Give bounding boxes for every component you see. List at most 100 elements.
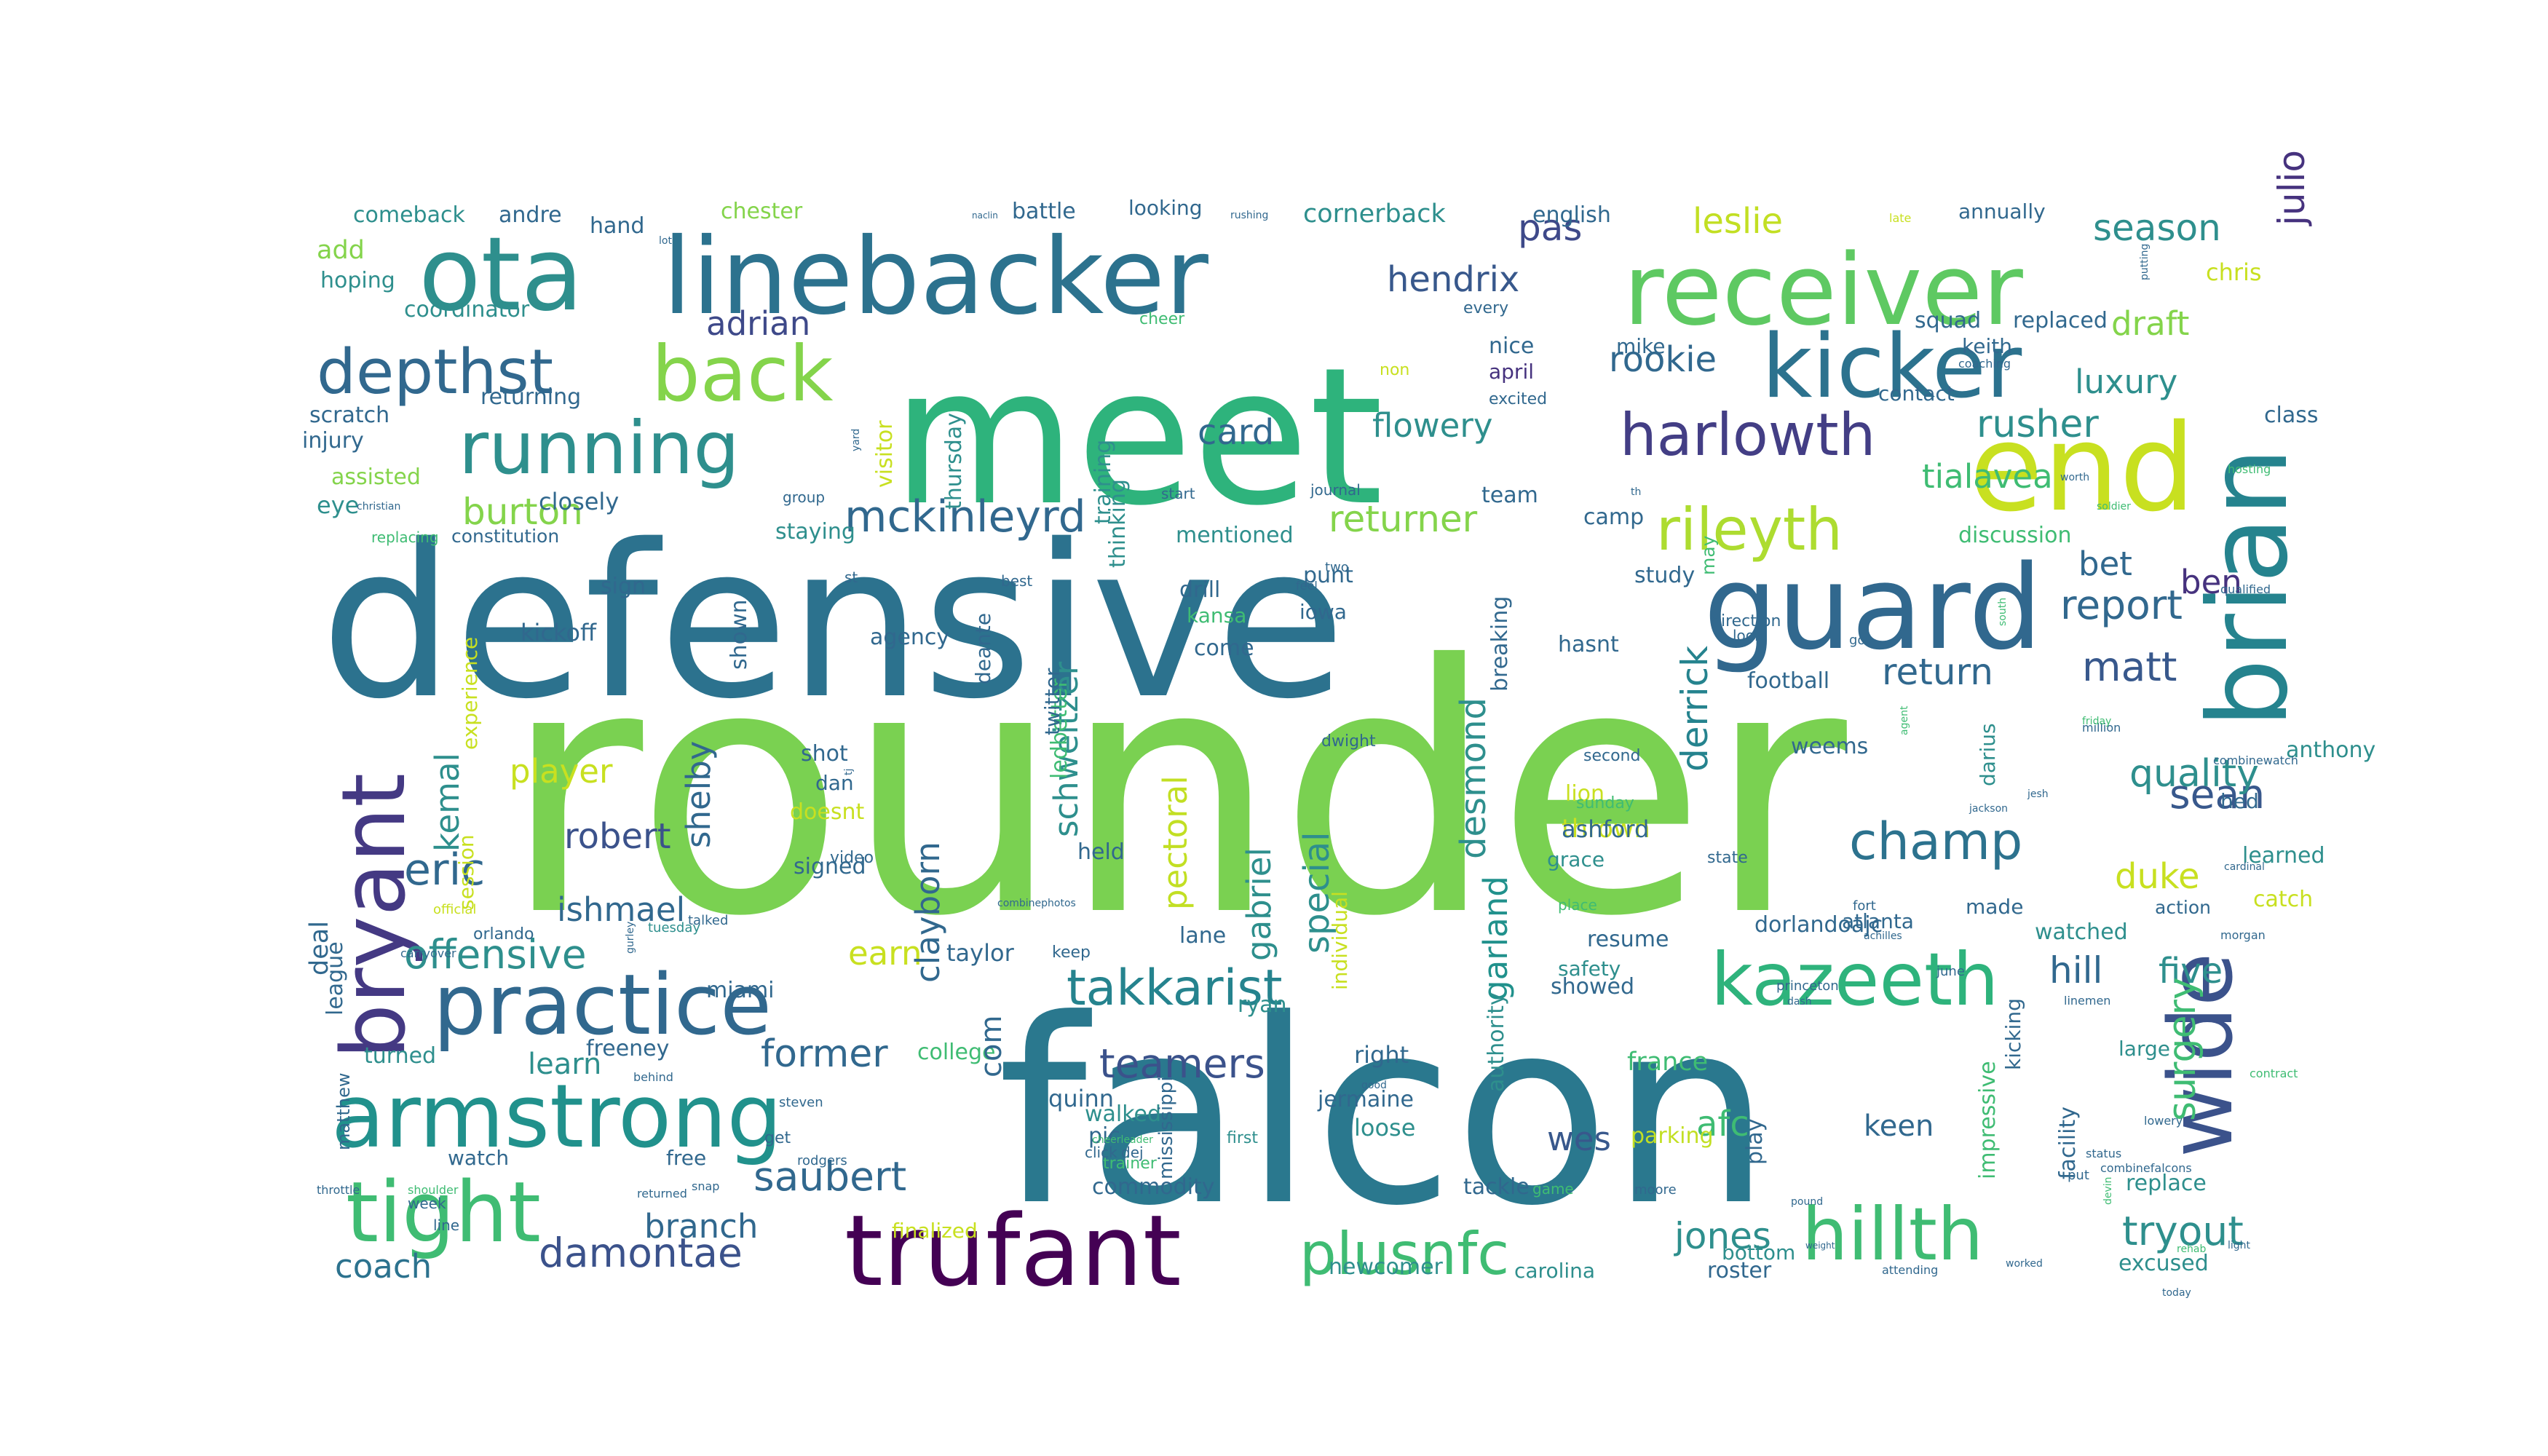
word-gabriel: gabriel — [1240, 847, 1278, 961]
word-roster: roster — [1707, 1258, 1772, 1283]
word-atlanta: atlanta — [1842, 909, 1914, 933]
word-parking: parking — [1631, 1123, 1714, 1149]
word-mississippi: mississippi — [1155, 1077, 1177, 1179]
word-put: put — [2068, 1168, 2089, 1183]
word-discussion: discussion — [1958, 523, 2071, 548]
word-luxury: luxury — [2075, 363, 2177, 401]
word-thrown: thrown — [1562, 815, 1650, 844]
word-harlowth: harlowth — [1620, 401, 1875, 469]
word-play: play — [1742, 1118, 1768, 1165]
word-derrick: derrick — [1674, 646, 1716, 772]
word-plusnfc: plusnfc — [1299, 1220, 1509, 1288]
word-come: come — [1194, 636, 1254, 661]
word-pas: pas — [1518, 207, 1582, 249]
word-st: st — [844, 569, 858, 586]
word-qualified: qualified — [2220, 582, 2271, 596]
word-linemen: linemen — [2064, 994, 2110, 1008]
word-video: video — [830, 849, 874, 867]
word-burton: burton — [462, 491, 583, 533]
word-player: player — [510, 752, 613, 791]
word-shown: shown — [727, 599, 752, 670]
word-right: right — [1354, 1041, 1409, 1069]
word-hill: hill — [2049, 949, 2102, 992]
word-start: start — [1161, 485, 1195, 502]
word-visitor: visitor — [872, 420, 898, 488]
word-shelby: shelby — [679, 741, 718, 848]
word-guard: guard — [1704, 539, 2043, 676]
word-france: france — [1627, 1048, 1708, 1077]
word-doesnt: doesnt — [790, 799, 864, 825]
word-flowery: flowery — [1372, 406, 1493, 445]
word-finalized: finalized — [892, 1219, 978, 1243]
word-kickoff: kickoff — [521, 619, 597, 646]
word-class: class — [2264, 403, 2318, 428]
word-keith: keith — [1962, 334, 2012, 358]
word-replaced: replaced — [2013, 308, 2108, 333]
word-lane: lane — [1179, 923, 1226, 949]
word-grace: grace — [1547, 847, 1605, 871]
word-gurley: gurley — [625, 922, 636, 954]
word-afc: afc — [1696, 1104, 1749, 1144]
word-th: th — [1631, 486, 1641, 498]
word-anthony: anthony — [2286, 737, 2375, 763]
word-behind: behind — [633, 1070, 673, 1084]
word-returned: returned — [637, 1187, 687, 1200]
word-lot: lot — [659, 235, 672, 247]
word-chris: chris — [2206, 258, 2262, 286]
word-carryover: carryover — [400, 946, 456, 960]
word-tj: tj — [843, 769, 855, 775]
word-tialavea: tialavea — [1922, 457, 2053, 496]
word-ben: ben — [2180, 563, 2242, 601]
word-journal: journal — [1310, 481, 1361, 499]
word-coordinator: coordinator — [404, 297, 530, 323]
word-rushing: rushing — [1230, 210, 1268, 221]
word-jackson: jackson — [1969, 803, 2008, 815]
word-game: game — [1532, 1180, 1574, 1198]
word-clayborn: clayborn — [909, 842, 947, 983]
word-putting: putting — [2139, 244, 2151, 280]
word-late: late — [1889, 211, 1911, 225]
word-armstrong: armstrong — [331, 1067, 783, 1168]
word-two: two — [1325, 560, 1349, 575]
word-sign: sign — [601, 574, 646, 599]
word-place: place — [1558, 896, 1597, 914]
word-draft: draft — [2111, 304, 2189, 343]
word-combinewatch: combinewatch — [2213, 753, 2298, 767]
word-matt: matt — [2082, 644, 2177, 690]
word-return: return — [1882, 651, 1993, 693]
word-learned: learned — [2242, 843, 2325, 869]
word-orlando: orlando — [473, 925, 534, 943]
word-devin: devin — [2102, 1176, 2114, 1205]
word-excused: excused — [2118, 1251, 2209, 1276]
word-thursday: thursday — [941, 413, 967, 510]
word-kicker: kicker — [1762, 317, 2022, 418]
word-sunday: sunday — [1576, 794, 1634, 812]
word-bryant: bryant — [324, 773, 425, 1059]
word-cheerleader: cheerleader — [1092, 1134, 1153, 1146]
word-coaching: coaching — [1958, 357, 2011, 371]
word-status: status — [2086, 1147, 2121, 1160]
word-returning: returning — [480, 384, 581, 410]
word-rusher: rusher — [1977, 403, 2099, 446]
word-excited: excited — [1489, 390, 1547, 408]
word-signed: signed — [794, 854, 866, 879]
word-ota: ota — [419, 215, 583, 334]
word-steven: steven — [779, 1095, 823, 1110]
word-looking: looking — [1128, 196, 1203, 220]
word-mike: mike — [1616, 334, 1666, 358]
word-talked: talked — [688, 913, 728, 928]
word-safety: safety — [1558, 957, 1621, 981]
word-contact: contact — [1878, 381, 1955, 405]
word-card: card — [1198, 412, 1274, 453]
word-state: state — [1707, 849, 1748, 867]
word-darius: darius — [1976, 723, 2000, 786]
word-eye: eye — [317, 491, 359, 519]
word-league: league — [323, 941, 348, 1016]
word-comeback: comeback — [353, 202, 465, 228]
word-kemal: kemal — [428, 753, 467, 852]
word-quinn: quinn — [1048, 1085, 1114, 1112]
word-million: million — [2082, 721, 2121, 735]
word-study: study — [1634, 563, 1695, 588]
